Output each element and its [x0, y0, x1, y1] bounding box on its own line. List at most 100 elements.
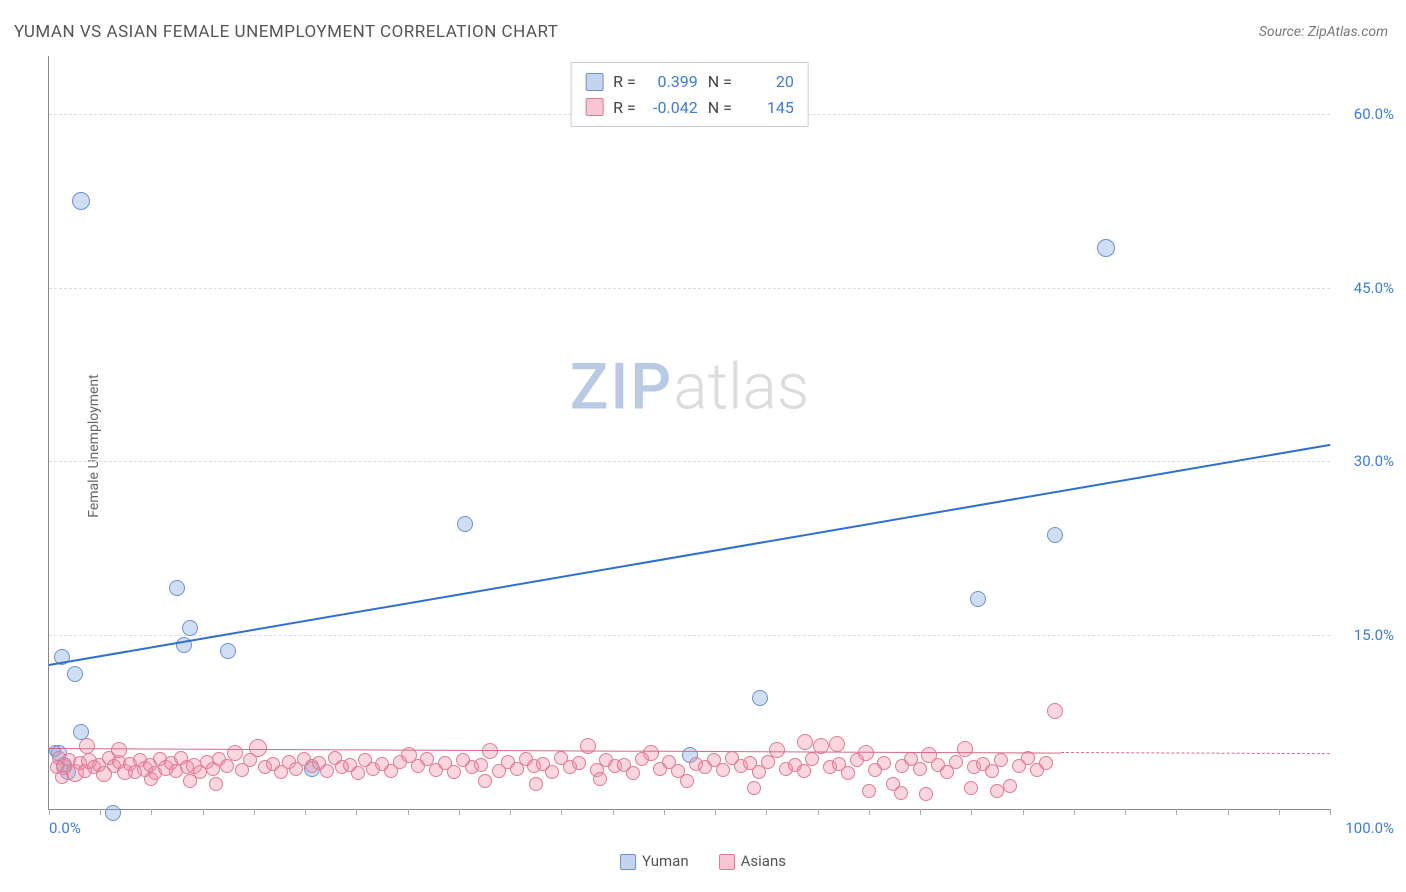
scatter-point: [841, 766, 855, 780]
x-minor-tick: [715, 809, 716, 815]
scatter-point: [769, 742, 785, 758]
scatter-point: [829, 736, 845, 752]
x-minor-tick: [818, 809, 819, 815]
x-minor-tick: [664, 809, 665, 815]
x-minor-tick: [766, 809, 767, 815]
scatter-point: [877, 756, 891, 770]
stats-legend-box: R =0.399N =20R = -0.042 N = 145: [570, 62, 809, 127]
stats-r-value: -0.042: [646, 95, 698, 121]
stats-n-value: 145: [742, 95, 794, 121]
scatter-point: [643, 745, 659, 761]
scatter-point: [626, 766, 640, 780]
x-minor-tick: [1176, 809, 1177, 815]
scatter-point: [894, 786, 908, 800]
scatter-point: [970, 591, 986, 607]
scatter-point: [545, 765, 559, 779]
x-minor-tick: [510, 809, 511, 815]
scatter-point: [105, 805, 121, 821]
x-minor-tick: [1330, 809, 1331, 815]
scatter-point: [1047, 703, 1063, 719]
x-minor-tick: [305, 809, 306, 815]
scatter-point: [964, 781, 978, 795]
x-minor-tick: [1074, 809, 1075, 815]
legend-label: Asians: [741, 852, 786, 870]
scatter-point: [680, 774, 694, 788]
y-tick-label: 45.0%: [1334, 279, 1394, 297]
stats-swatch: [585, 98, 603, 116]
scatter-point: [183, 774, 197, 788]
x-minor-tick: [459, 809, 460, 815]
legend-item: Asians: [719, 852, 786, 870]
scatter-point: [209, 777, 223, 791]
x-minor-tick: [1023, 809, 1024, 815]
scatter-point: [227, 745, 243, 761]
scatter-point: [957, 741, 973, 757]
trend-line: [1061, 752, 1330, 754]
scatter-point: [716, 763, 730, 777]
scatter-point: [858, 745, 874, 761]
stats-row: R =0.399N =20: [585, 69, 794, 95]
bottom-legend: Yuman Asians: [620, 852, 786, 870]
scatter-point: [457, 516, 473, 532]
scatter-point: [1003, 779, 1017, 793]
stats-swatch: [585, 73, 603, 91]
scatter-point: [478, 774, 492, 788]
x-minor-tick: [1279, 809, 1280, 815]
legend-swatch: [719, 854, 735, 870]
x-minor-tick: [869, 809, 870, 815]
scatter-point: [447, 765, 461, 779]
stats-r-label: R =: [613, 69, 636, 95]
chart-container: YUMAN VS ASIAN FEMALE UNEMPLOYMENT CORRE…: [0, 0, 1406, 892]
watermark: ZIPatlas: [570, 350, 810, 425]
scatter-point: [747, 781, 761, 795]
trend-line: [49, 748, 1061, 754]
scatter-point: [990, 784, 1004, 798]
scatter-point: [351, 766, 365, 780]
stats-n-label: N =: [708, 95, 732, 121]
scatter-point: [50, 760, 64, 774]
x-minor-tick: [613, 809, 614, 815]
y-tick-label: 30.0%: [1334, 452, 1394, 470]
x-minor-tick: [408, 809, 409, 815]
gridline: [49, 635, 1330, 636]
scatter-point: [474, 758, 488, 772]
legend-label: Yuman: [642, 852, 689, 870]
gridline: [49, 288, 1330, 289]
gridline: [49, 461, 1330, 462]
scatter-point: [949, 755, 963, 769]
y-tick-label: 15.0%: [1334, 626, 1394, 644]
scatter-point: [169, 580, 185, 596]
scatter-point: [111, 742, 127, 758]
scatter-point: [994, 753, 1008, 767]
trend-line: [49, 444, 1330, 666]
x-minor-tick: [203, 809, 204, 815]
legend-item: Yuman: [620, 852, 689, 870]
x-minor-tick: [100, 809, 101, 815]
scatter-point: [67, 666, 83, 682]
stats-r-label: R =: [613, 95, 636, 121]
legend-swatch: [620, 854, 636, 870]
scatter-point: [1047, 527, 1063, 543]
scatter-point: [1039, 756, 1053, 770]
scatter-point: [72, 192, 90, 210]
scatter-point: [919, 787, 933, 801]
scatter-point: [593, 772, 607, 786]
y-tick-label: 60.0%: [1334, 105, 1394, 123]
x-minor-tick: [151, 809, 152, 815]
scatter-point: [182, 620, 198, 636]
watermark-zip: ZIP: [570, 350, 674, 425]
x-tick-max: 100.0%: [1345, 819, 1394, 837]
x-minor-tick: [1228, 809, 1229, 815]
x-minor-tick: [1125, 809, 1126, 815]
scatter-point: [1097, 239, 1115, 257]
x-minor-tick: [561, 809, 562, 815]
scatter-point: [805, 752, 819, 766]
x-minor-tick: [49, 809, 50, 815]
scatter-point: [797, 734, 813, 750]
scatter-point: [220, 643, 236, 659]
watermark-atlas: atlas: [673, 350, 809, 425]
x-minor-tick: [920, 809, 921, 815]
scatter-point: [580, 738, 596, 754]
chart-title: YUMAN VS ASIAN FEMALE UNEMPLOYMENT CORRE…: [14, 22, 558, 42]
scatter-point: [529, 777, 543, 791]
